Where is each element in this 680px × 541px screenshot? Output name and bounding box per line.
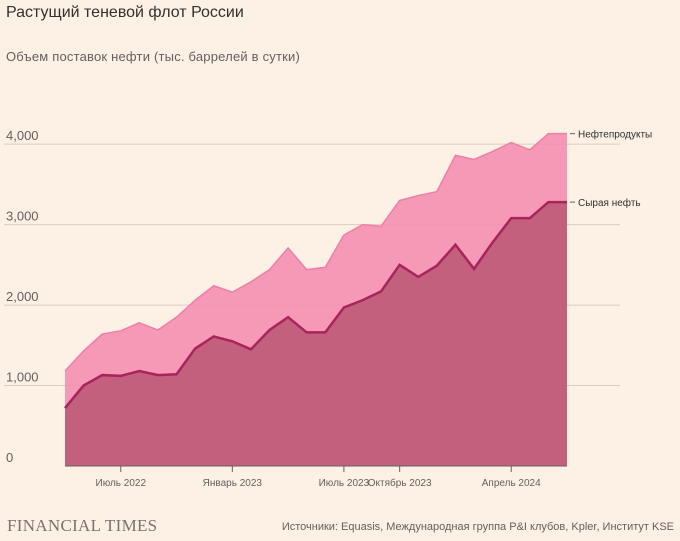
y-tick-label: 0 <box>6 450 13 465</box>
y-tick-label: 3,000 <box>6 209 39 224</box>
line-total <box>64 132 567 372</box>
series-label: Нефтепродукты <box>578 129 652 141</box>
x-tick-label: Январь 2023 <box>203 478 263 489</box>
area-products <box>65 133 567 409</box>
x-tick-label: Июль 2023 <box>319 478 370 489</box>
axes <box>65 465 567 472</box>
labels: 0 1,000 2,000 3,000 4,000 Июль 2022 Январь 202… <box>6 128 652 489</box>
brand-logo: FINANCIAL TIMES <box>7 516 158 535</box>
line-crude <box>64 200 567 409</box>
x-tick-label: Октябрь 2023 <box>368 477 432 489</box>
chart-title: Растущий теневой флот России <box>6 4 244 21</box>
source-note: Источники: Equasis, Международная группа… <box>281 521 674 533</box>
x-tick-label: Апрель 2024 <box>482 478 541 489</box>
x-tick-label: Июль 2022 <box>96 478 147 489</box>
area-series <box>64 132 567 467</box>
series-label: Сырая нефть <box>578 197 641 209</box>
y-tick-label: 2,000 <box>6 289 39 304</box>
y-tick-label: 1,000 <box>6 370 39 385</box>
chart-subtitle: Объем поставок нефти (тыс. баррелей в су… <box>6 49 301 64</box>
y-tick-label: 4,000 <box>6 128 39 143</box>
area-crude <box>65 202 567 467</box>
